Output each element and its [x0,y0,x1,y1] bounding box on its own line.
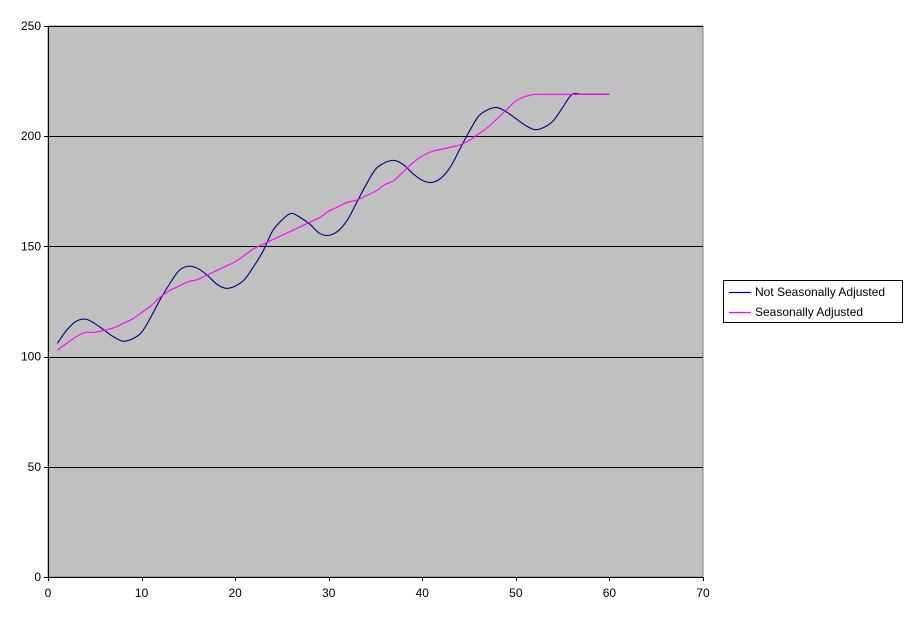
x-tick-label: 20 [228,586,242,600]
legend-box [723,280,903,323]
legend-label-seasonally-adjusted: Seasonally Adjusted [755,305,863,319]
y-tick-label: 150 [21,239,41,253]
y-tick-label: 50 [28,460,42,474]
series-lines [56,92,610,351]
x-tick-label: 10 [135,586,149,600]
legend-label-not-seasonally-adjusted: Not Seasonally Adjusted [755,285,885,299]
x-tick-label: 40 [416,586,430,600]
axes: 0 50 100 150 200 250 0 10 20 30 40 50 60 70 [21,19,710,600]
plot-background [47,25,704,578]
series-line-not-seasonally-adjusted [56,92,610,344]
plot-area [47,25,704,578]
y-tick-label: 100 [21,350,41,364]
y-tick-label: 250 [21,19,41,33]
x-tick-label: 30 [322,586,336,600]
series-line-seasonally-adjusted [57,93,610,351]
legend: Not Seasonally Adjusted Seasonally Adjust… [723,280,903,323]
x-tick-label: 60 [603,586,617,600]
x-tick-label: 0 [45,586,52,600]
y-tick-label: 0 [34,570,41,584]
x-tick-label: 50 [509,586,523,600]
x-tick-label: 70 [696,586,710,600]
y-tick-label: 200 [21,129,41,143]
